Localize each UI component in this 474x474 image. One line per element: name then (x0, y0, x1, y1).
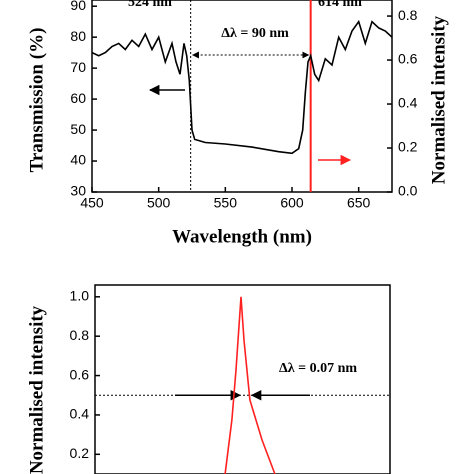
x-tick-label: 600 (280, 195, 304, 211)
y-axis-label: Transmission (%) (26, 28, 47, 173)
x-tick-label: 650 (347, 195, 371, 211)
plot-frame (91, 0, 393, 193)
y2-tick-label: 0.8 (398, 7, 418, 23)
data-line (224, 296, 276, 474)
y-axis-label: Normalised intensity (26, 305, 47, 474)
x-axis-label: Wavelength (nm) (172, 226, 312, 247)
y-tick-label: 50 (70, 121, 86, 137)
x-tick-label: 550 (214, 195, 238, 211)
y-tick-label: 30 (70, 183, 86, 199)
annotation: Δλ = 0.07 nm (279, 361, 357, 376)
y2-tick-label: 0.4 (398, 95, 418, 111)
y2-tick-label: 0.6 (398, 51, 418, 67)
y-tick-label: 0.8 (70, 327, 90, 343)
annotation: Δλ = 90 nm (221, 26, 289, 41)
y-tick-label: 90 (70, 0, 86, 13)
y-tick-label: 0.4 (70, 406, 90, 422)
y-tick-label: 80 (70, 28, 86, 44)
data-line (91, 19, 393, 155)
annotation: 524 nm (128, 0, 172, 10)
y-tick-label: 70 (70, 59, 86, 75)
y2-tick-label: 0.0 (398, 183, 418, 199)
y2-tick-label: 0.2 (398, 139, 418, 155)
y2-axis-label: Normalised intensity (428, 15, 449, 184)
y-tick-label: 60 (70, 90, 86, 106)
annotation: 614 nm (318, 0, 362, 10)
y-tick-label: 40 (70, 152, 86, 168)
y-tick-label: 0.6 (70, 366, 90, 382)
x-tick-label: 500 (147, 195, 171, 211)
plot-frame (94, 284, 391, 474)
y-tick-label: 0.2 (70, 445, 90, 461)
x-tick-label: 450 (80, 195, 104, 211)
y-tick-label: 1.0 (70, 288, 90, 304)
